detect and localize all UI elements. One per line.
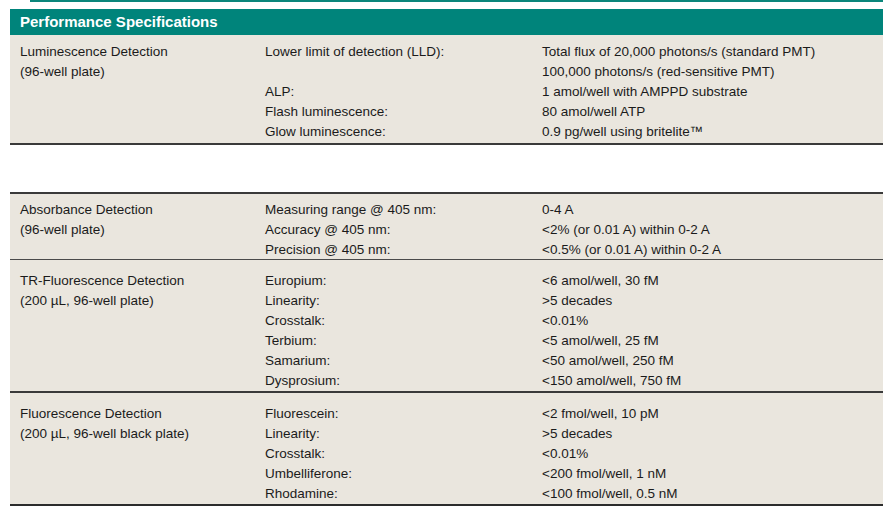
spec-param: Rhodamine: xyxy=(265,484,542,504)
section-subtitle: (200 µL, 96-well plate) xyxy=(20,291,265,311)
spec-param: Samarium: xyxy=(265,351,542,371)
param-column: Measuring range @ 405 nm:Accuracy @ 405 … xyxy=(265,200,542,259)
spec-param: Terbium: xyxy=(265,331,542,351)
section-title: TR-Fluorescence Detection xyxy=(20,271,265,291)
spec-param: Crosstalk: xyxy=(265,311,542,331)
spec-value: <2 fmol/well, 10 pM xyxy=(542,404,883,424)
spec-value: Total flux of 20,000 photons/s (standard… xyxy=(542,42,883,62)
spec-value: <0.01% xyxy=(542,311,883,331)
spec-param: Fluorescein: xyxy=(265,404,542,424)
value-column: Total flux of 20,000 photons/s (standard… xyxy=(542,42,883,143)
spec-value: <0.01% xyxy=(542,444,883,464)
section-subtitle: (96-well plate) xyxy=(20,220,265,240)
spec-param: Flash luminescence: xyxy=(265,102,542,122)
spec-param: ALP: xyxy=(265,82,542,102)
spec-value: 1 amol/well with AMPPD substrate xyxy=(542,82,883,102)
spec-value: <50 amol/well, 250 fM xyxy=(542,351,883,371)
spec-param: Umbelliferone: xyxy=(265,464,542,484)
spec-value: <200 fmol/well, 1 nM xyxy=(542,464,883,484)
spec-param xyxy=(265,62,542,82)
spec-value: <150 amol/well, 750 fM xyxy=(542,371,883,391)
spec-value: >5 decades xyxy=(542,424,883,444)
spec-value: 80 amol/well ATP xyxy=(542,102,883,122)
top-rule xyxy=(30,0,883,2)
section-subtitle: (96-well plate) xyxy=(20,62,265,82)
section-title: Fluorescence Detection xyxy=(20,404,265,424)
param-column: Lower limit of detection (LLD): ALP:Flash… xyxy=(265,42,542,143)
spec-section: TR-Fluorescence Detection(200 µL, 96-wel… xyxy=(10,260,883,393)
spec-value: 100,000 photons/s (red-sensitive PMT) xyxy=(542,62,883,82)
value-column: <2 fmol/well, 10 pM>5 decades<0.01%<200 … xyxy=(542,404,883,504)
spec-value: <5 amol/well, 25 fM xyxy=(542,331,883,351)
section-title: Absorbance Detection xyxy=(20,200,265,220)
section-subtitle: (200 µL, 96-well black plate) xyxy=(20,424,265,444)
spec-param: Dysprosium: xyxy=(265,371,542,391)
value-column: 0-4 A<2% (or 0.01 A) within 0-2 A<0.5% (… xyxy=(542,200,883,259)
spec-param: Linearity: xyxy=(265,291,542,311)
table-body: Luminescence Detection(96-well plate)Low… xyxy=(10,35,883,506)
value-column: <6 amol/well, 30 fM>5 decades<0.01%<5 am… xyxy=(542,271,883,391)
section-title: Luminescence Detection xyxy=(20,42,265,62)
spec-value: 0.9 pg/well using britelite™ xyxy=(542,122,883,142)
table-title: Performance Specifications xyxy=(20,13,218,30)
table-header-bar: Performance Specifications xyxy=(10,9,883,35)
performance-specifications-table: Performance Specifications Luminescence … xyxy=(10,9,883,506)
spec-param: Accuracy @ 405 nm: xyxy=(265,220,542,240)
section-title-block: TR-Fluorescence Detection(200 µL, 96-wel… xyxy=(20,271,265,391)
spec-param: Crosstalk: xyxy=(265,444,542,464)
param-column: Fluorescein:Linearity:Crosstalk:Umbellif… xyxy=(265,404,542,504)
spec-value: <100 fmol/well, 0.5 nM xyxy=(542,484,883,504)
empty-row xyxy=(10,145,883,194)
spec-value: 0-4 A xyxy=(542,200,883,220)
section-title-block: Absorbance Detection(96-well plate) xyxy=(20,200,265,259)
section-title-block: Fluorescence Detection(200 µL, 96-well b… xyxy=(20,404,265,504)
spec-value: <6 amol/well, 30 fM xyxy=(542,271,883,291)
section-title-block: Luminescence Detection(96-well plate) xyxy=(20,42,265,143)
spec-param: Lower limit of detection (LLD): xyxy=(265,42,542,62)
spec-param: Linearity: xyxy=(265,424,542,444)
spec-value: <2% (or 0.01 A) within 0-2 A xyxy=(542,220,883,240)
param-column: Europium:Linearity:Crosstalk:Terbium:Sam… xyxy=(265,271,542,391)
spec-section: Fluorescence Detection(200 µL, 96-well b… xyxy=(10,393,883,506)
spec-param: Europium: xyxy=(265,271,542,291)
spec-param: Precision @ 405 nm: xyxy=(265,240,542,260)
spec-section: Absorbance Detection(96-well plate)Measu… xyxy=(10,194,883,260)
spec-sheet-page: Performance Specifications Luminescence … xyxy=(0,0,889,518)
spec-value: <0.5% (or 0.01 A) within 0-2 A xyxy=(542,240,883,260)
spec-param: Measuring range @ 405 nm: xyxy=(265,200,542,220)
spec-value: >5 decades xyxy=(542,291,883,311)
spec-param: Glow luminescence: xyxy=(265,122,542,142)
spec-section: Luminescence Detection(96-well plate)Low… xyxy=(10,35,883,145)
